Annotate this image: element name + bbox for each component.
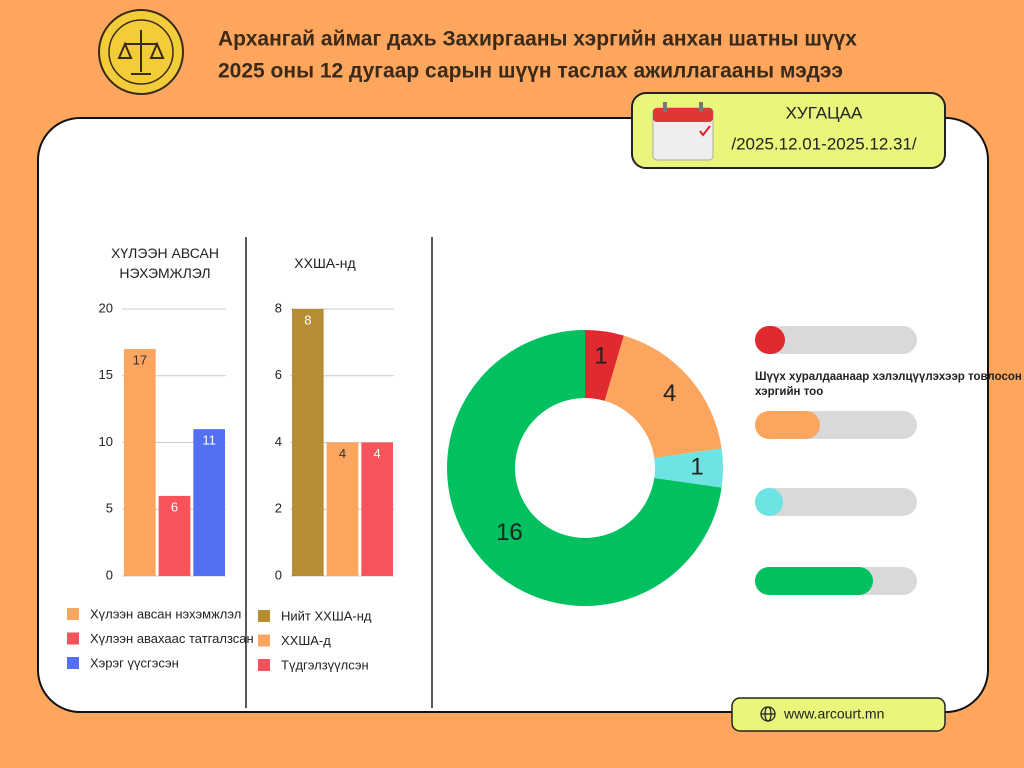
globe-icon (760, 706, 776, 722)
slice-label: 1 (690, 453, 703, 480)
value-label: 11 (202, 433, 216, 448)
legend-label: Хэрэг үүсгэсэн (90, 655, 179, 670)
chart-title: ХҮЛЭЭН АВСАН НЭХЭМЖЛЭЛ (111, 245, 219, 281)
donut-slice (585, 330, 624, 401)
calendar-icon (652, 102, 714, 161)
legend-label: Нийт ХХША-нд (281, 608, 372, 623)
legend-swatch (258, 634, 270, 647)
legend-swatch (258, 610, 270, 622)
legend-label: ХХША-д (281, 633, 331, 648)
y-tick-label: 6 (275, 367, 282, 382)
bar (361, 442, 393, 576)
slice-label: 16 (496, 519, 523, 546)
value-label: 4 (339, 446, 346, 461)
donut-slice (654, 448, 723, 488)
y-tick-label: 2 (275, 501, 282, 516)
legend-track (755, 326, 917, 354)
bar (292, 309, 324, 576)
legend-swatch (755, 488, 783, 516)
y-tick-label: 15 (99, 367, 113, 382)
donut-slice (604, 335, 722, 459)
value-label: 17 (133, 352, 147, 367)
logo-scales (117, 30, 165, 75)
legend-label: Хүлээн авахаас татгалзсан (90, 631, 254, 646)
y-tick-label: 5 (106, 501, 113, 516)
y-tick-label: 0 (275, 567, 282, 582)
value-label: 4 (374, 446, 381, 461)
legend-swatch (258, 659, 270, 671)
legend-swatch (67, 632, 79, 645)
slice-label: 4 (663, 380, 676, 407)
legend-label: Шүүх хуралдаанаар хэлэлцүүлэхээр товлосо… (755, 371, 1022, 398)
value-label: 6 (171, 499, 178, 514)
bar (193, 429, 225, 576)
y-tick-label: 10 (99, 434, 113, 449)
legend-track (755, 488, 917, 516)
legend-label: Хүлээн авсан нэхэмжлэл (90, 606, 241, 621)
logo-ring (108, 19, 174, 85)
y-tick-label: 8 (275, 300, 282, 315)
slice-label: 1 (594, 342, 607, 369)
bar (158, 495, 191, 576)
legend-swatch (755, 411, 820, 439)
period-range: /2025.12.01-2025.12.31/ (731, 134, 917, 153)
period-label: ХУГАЦАА (786, 103, 863, 122)
footer-box (731, 697, 946, 732)
subtitle: 2025 оны 12 дугаар сарын шүүн таслах ажи… (218, 60, 843, 83)
bar (124, 349, 156, 576)
donut-slice (447, 330, 722, 606)
legend-swatch (755, 326, 785, 354)
value-label: 8 (304, 312, 311, 327)
title: Архангай аймаг дахь Захиргааны хэргийн а… (218, 28, 857, 51)
legend-swatch (755, 567, 873, 595)
bar (326, 442, 359, 576)
chart-title: ХХША-нд (294, 255, 356, 271)
legend-swatch (67, 608, 79, 620)
footer-url[interactable]: www.arcourt.mn (783, 706, 884, 722)
y-tick-label: 0 (106, 567, 113, 582)
legend-swatch (67, 657, 79, 669)
y-tick-label: 4 (275, 434, 282, 449)
y-tick-label: 20 (99, 300, 113, 315)
legend-label: Түдгэлзүүлсэн (281, 657, 369, 672)
